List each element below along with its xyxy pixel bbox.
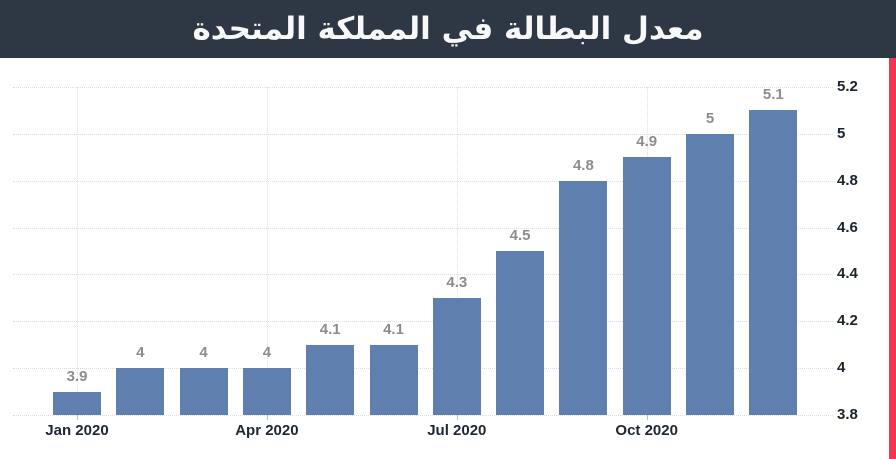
x-axis-tick bbox=[266, 415, 268, 420]
bar bbox=[559, 180, 608, 415]
bar-value-label: 4 bbox=[136, 344, 145, 362]
gridline-vertical bbox=[456, 87, 458, 415]
bar bbox=[622, 157, 671, 415]
y-tick-label: 5.2 bbox=[837, 78, 858, 95]
y-tick-label: 3.8 bbox=[837, 406, 858, 423]
bar-value-label: 4.9 bbox=[636, 133, 658, 151]
chart-title: معدل البطالة في المملكة المتحدة bbox=[192, 11, 704, 47]
bar bbox=[179, 368, 228, 415]
x-axis-tick bbox=[646, 415, 648, 420]
bar-value-label: 3.9 bbox=[66, 367, 88, 385]
bar bbox=[116, 368, 165, 415]
gridline-horizontal bbox=[13, 133, 833, 135]
bar-value-label: 4 bbox=[262, 344, 272, 362]
bar-value-label: 4.5 bbox=[509, 227, 531, 244]
bar-value-label: 5 bbox=[705, 109, 715, 127]
gridline-vertical bbox=[77, 87, 78, 415]
y-tick-label: 4.8 bbox=[837, 171, 858, 189]
bar bbox=[53, 391, 101, 415]
bar bbox=[432, 297, 481, 415]
y-tick-label: 4.2 bbox=[837, 312, 858, 330]
bar bbox=[369, 344, 418, 415]
bar bbox=[686, 133, 734, 415]
bar bbox=[306, 344, 355, 415]
gridline-horizontal bbox=[13, 368, 833, 370]
gridline-horizontal bbox=[13, 415, 833, 416]
accent-stripe bbox=[889, 58, 896, 459]
x-tick-label: Oct 2020 bbox=[615, 422, 678, 439]
title-bar: معدل البطالة في المملكة المتحدة bbox=[0, 0, 896, 58]
bar-value-label: 4.1 bbox=[383, 320, 404, 338]
bar-value-label: 4.1 bbox=[319, 320, 341, 338]
x-axis-tick bbox=[456, 415, 458, 420]
gridline-horizontal bbox=[13, 227, 833, 229]
x-tick-label: Apr 2020 bbox=[235, 422, 299, 439]
bar-value-label: 4 bbox=[199, 344, 208, 362]
gridline-horizontal bbox=[13, 180, 833, 182]
bar bbox=[496, 251, 545, 415]
y-tick-label: 4.4 bbox=[837, 265, 858, 283]
y-tick-label: 4 bbox=[837, 359, 846, 377]
bar-value-label: 4.8 bbox=[572, 156, 594, 174]
gridline-vertical bbox=[266, 87, 268, 415]
bar bbox=[749, 110, 798, 415]
bar-value-label: 4.3 bbox=[446, 273, 468, 291]
gridline-horizontal bbox=[13, 321, 833, 323]
x-tick-label: Jul 2020 bbox=[427, 422, 487, 439]
gridline-horizontal bbox=[13, 274, 833, 276]
x-tick-label: Jan 2020 bbox=[45, 422, 109, 439]
bar bbox=[242, 368, 291, 415]
bar-value-label: 5.1 bbox=[762, 86, 784, 104]
bar-chart: 3.8 4 4.2 4.4 4.6 4.8 5 5.2 Jan 2020 Apr 2020 Jul … bbox=[0, 58, 889, 459]
y-tick-label: 4.6 bbox=[837, 218, 858, 236]
y-tick-label: 5 bbox=[837, 124, 846, 142]
x-axis-tick bbox=[77, 415, 78, 420]
gridline-horizontal bbox=[13, 87, 833, 88]
